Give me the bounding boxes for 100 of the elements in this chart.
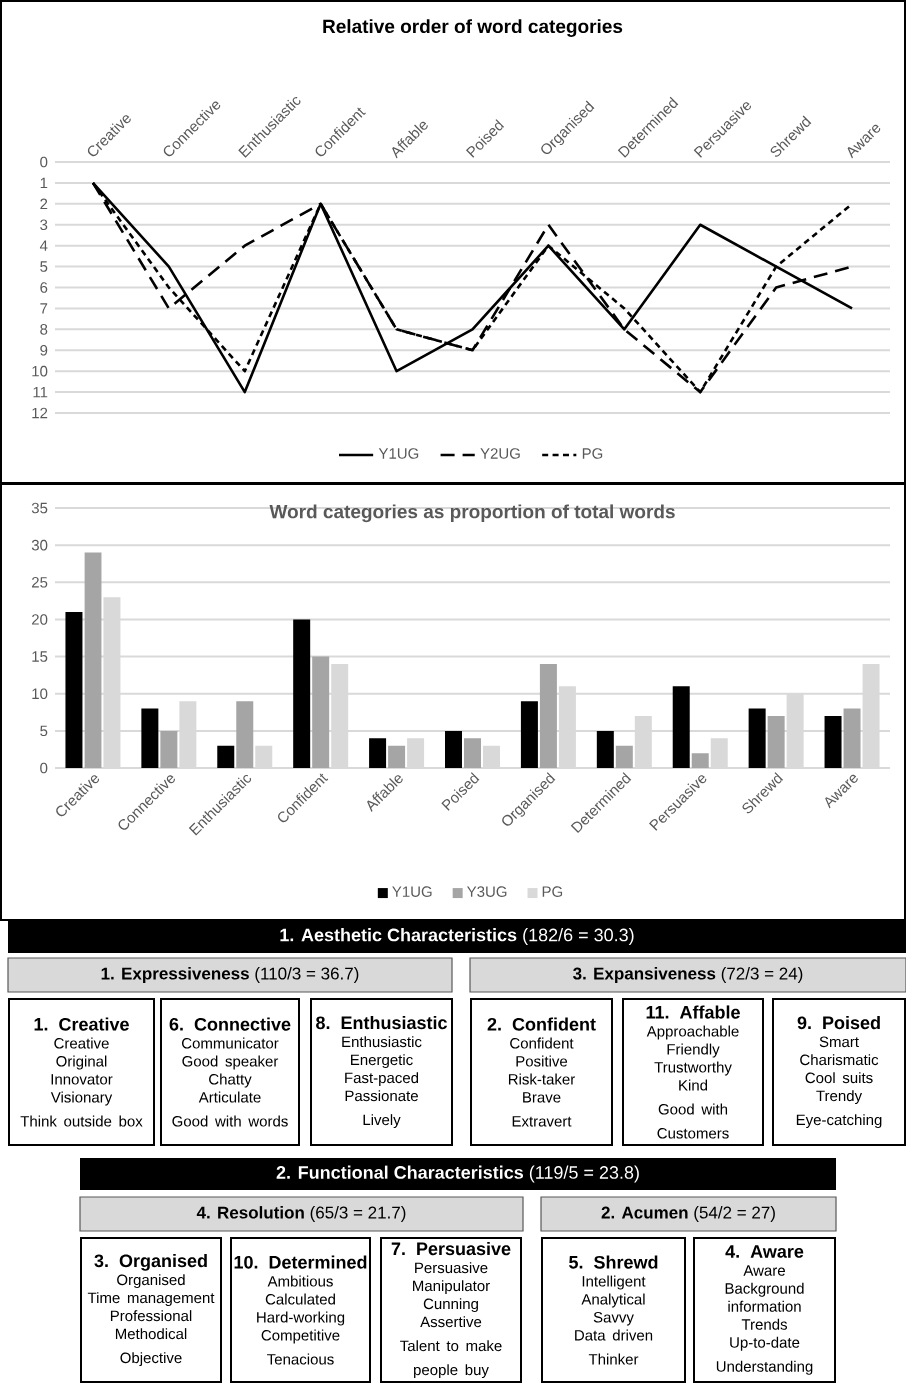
text: 10. Determined (234, 1255, 367, 1269)
text: Data driven (575, 1329, 653, 1341)
text: Positive (516, 1055, 568, 1067)
y-tick-label: 11 (33, 386, 48, 398)
text: Analytical (581, 1293, 645, 1308)
text: Passionate (345, 1090, 418, 1102)
y-tick-label: 5 (40, 261, 48, 272)
chart-title: Relative order of word categories (323, 19, 623, 37)
text: 2. Acumen (54/2 = 27) (601, 1206, 775, 1222)
text: Cool suits (805, 1072, 873, 1084)
chart-title: Word categories as proportion of total words (269, 504, 675, 523)
text: Understanding (716, 1360, 813, 1375)
y-tick-label: 7 (40, 303, 48, 314)
text: 3. Expansiveness (72/3 = 24) (573, 967, 803, 983)
text: Energetic (351, 1054, 413, 1069)
text: Savvy (593, 1311, 634, 1326)
text: Trendy (816, 1090, 863, 1105)
y-tick-label: 25 (32, 576, 48, 588)
text: 2. Functional Characteristics (119/5 = 23.8) (276, 1165, 639, 1183)
text: Up-to-date (730, 1336, 800, 1351)
text: Cunning (423, 1298, 478, 1313)
text: Innovator (51, 1074, 113, 1085)
y-tick-label: 0 (40, 156, 48, 168)
text: Organised (117, 1274, 185, 1289)
text: 1. Aesthetic Characteristics (182/6 = 30.3) (280, 928, 634, 945)
y-tick-label: 6 (40, 282, 48, 293)
text: Friendly (667, 1043, 720, 1058)
text: Lively (363, 1114, 401, 1129)
text: 3. Organised (94, 1253, 207, 1271)
text: Intelligent (582, 1275, 646, 1290)
text: Approachable (646, 1025, 739, 1040)
text: Creative (54, 1037, 109, 1049)
text: 1. Creative (34, 1017, 129, 1031)
y-tick-label: 12 (32, 407, 48, 419)
text: 6. Connective (169, 1017, 291, 1031)
legend-label: Y3UG (467, 886, 507, 897)
text: Chatty (209, 1073, 252, 1088)
text: Good with Customers (657, 1103, 729, 1139)
text: 4. Aware (725, 1245, 804, 1258)
text: Visionary (50, 1091, 113, 1106)
text: Tenacious (267, 1353, 334, 1365)
text: Enthusiastic (342, 1036, 422, 1048)
text: Persuasive (415, 1262, 488, 1274)
text: 4. Resolution (65/3 = 21.7) (196, 1206, 406, 1222)
y-tick-label: 10 (32, 365, 48, 377)
legend-label: Y1UG (392, 886, 432, 897)
text: Professional (110, 1310, 192, 1322)
y-tick-label: 8 (40, 324, 48, 335)
text: Methodical (115, 1328, 187, 1340)
y-tick-label: 2 (40, 198, 48, 210)
legend-label: PG (582, 448, 603, 459)
legend-label: Y1UG (378, 448, 419, 459)
legend-label: PG (542, 886, 563, 897)
text: 7. Persuasive (391, 1241, 511, 1256)
text: Background information (725, 1282, 804, 1312)
text: Manipulator (413, 1280, 490, 1295)
text: 5. Shrewd (569, 1255, 658, 1269)
text: Assertive (420, 1316, 482, 1328)
text: Eye-catching (796, 1114, 882, 1129)
text: Objective (120, 1352, 182, 1367)
text: Communicator (181, 1037, 279, 1049)
legend-label: Y2UG (480, 448, 520, 459)
text: Time management (87, 1292, 215, 1307)
text: Fast-paced (345, 1072, 419, 1087)
text: Hard-working (257, 1311, 345, 1326)
text: Thinker (588, 1353, 639, 1365)
y-tick-label: 35 (31, 502, 48, 514)
y-tick-label: 1 (40, 177, 48, 189)
text: Articulate (198, 1091, 261, 1103)
text: Think outside box (20, 1115, 143, 1127)
y-tick-label: 0 (40, 762, 48, 774)
text: 11. Affable (646, 1005, 740, 1019)
y-tick-label: 9 (40, 344, 48, 356)
y-tick-label: 20 (32, 614, 48, 625)
text: 1. Expressiveness (110/3 = 36.7) (101, 967, 359, 983)
text: 9. Poised (797, 1015, 880, 1030)
text: Confident (510, 1037, 574, 1049)
y-tick-label: 5 (40, 725, 48, 737)
text: Calculated (265, 1293, 335, 1305)
y-tick-label: 30 (31, 539, 48, 551)
text: Good with words (172, 1115, 288, 1127)
text: Good speaker (182, 1055, 279, 1070)
text: Ambitious (267, 1275, 333, 1287)
y-tick-label: 3 (40, 219, 48, 231)
text: 2. Confident (487, 1017, 596, 1031)
y-tick-label: 10 (32, 688, 48, 700)
text: Talent to make people buy (400, 1340, 502, 1379)
text: 8. Enthusiastic (316, 1015, 447, 1030)
text: Risk-taker (508, 1073, 575, 1085)
y-tick-label: 15 (32, 651, 48, 662)
text: Extravert (512, 1116, 572, 1127)
text: Trends (741, 1318, 788, 1330)
text: Kind (679, 1079, 708, 1091)
text: Aware (743, 1265, 785, 1276)
text: Brave (523, 1092, 561, 1103)
text: Trustworthy (654, 1061, 732, 1076)
y-tick-label: 4 (39, 240, 48, 251)
text: Competitive (261, 1329, 340, 1344)
text: Smart (819, 1036, 859, 1048)
text: Original (56, 1055, 107, 1070)
